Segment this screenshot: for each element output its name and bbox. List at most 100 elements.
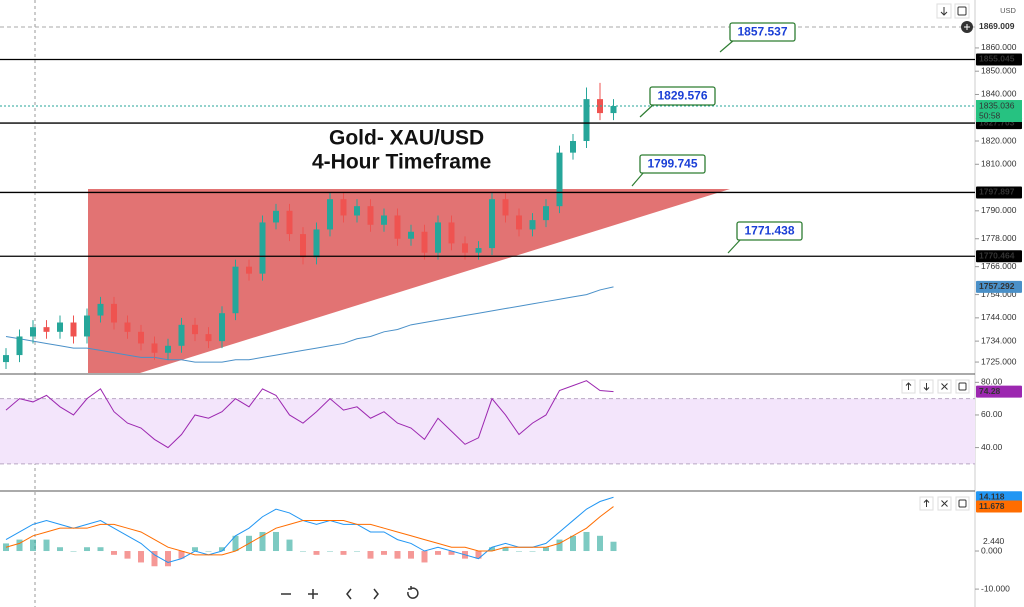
candle-body	[408, 231, 414, 239]
annotation-box	[639, 154, 706, 174]
candle-body	[583, 99, 590, 142]
histogram-bar	[313, 551, 320, 555]
button-maximize[interactable]	[955, 496, 970, 511]
histogram-bar	[421, 551, 428, 563]
candle-body	[151, 343, 158, 353]
histogram-bar	[435, 551, 441, 555]
button-maximize[interactable]	[955, 379, 970, 394]
annotation-arrow	[727, 238, 742, 254]
candle-body	[219, 313, 225, 342]
level-label-box	[976, 53, 1022, 66]
histogram-bar	[84, 547, 90, 552]
histogram-bar	[516, 551, 522, 552]
level-label: 1827.703	[979, 117, 1015, 127]
candle-body	[327, 199, 333, 230]
histogram-bar	[70, 551, 77, 552]
candle-body	[259, 222, 266, 274]
candle-body	[70, 322, 77, 337]
candle-body	[57, 322, 63, 332]
candle-body	[3, 355, 9, 363]
button-scroll-left[interactable]	[339, 584, 359, 604]
histogram-bar	[232, 535, 239, 552]
histogram-bar	[475, 551, 482, 559]
moving-average	[5, 286, 614, 363]
histogram-bar	[556, 539, 563, 552]
y-tick-label: 80.00	[981, 377, 1003, 387]
histogram-bar	[286, 539, 293, 552]
rsi-label-box	[976, 385, 1022, 398]
button-scroll-right[interactable]	[366, 584, 386, 604]
histogram-bar	[381, 551, 387, 555]
candle-body	[340, 199, 347, 216]
zoom-toolbar	[276, 584, 422, 604]
macd-line	[5, 506, 614, 556]
histogram-bar	[192, 547, 198, 552]
candle-body	[84, 315, 90, 337]
candle-body	[111, 303, 117, 323]
series-label: 14.118	[979, 492, 1005, 502]
candle-body	[43, 327, 50, 332]
button-maximize[interactable]	[954, 3, 970, 19]
ma-label: 1757.292	[979, 281, 1015, 291]
icon	[407, 586, 419, 599]
annotation: 1799.745	[647, 157, 697, 171]
y-tick-label: 1810.000	[981, 159, 1017, 169]
candle-body	[489, 199, 495, 249]
candle-body	[502, 199, 509, 216]
candle-body	[273, 210, 279, 223]
candle-body	[556, 152, 563, 207]
histogram-bar	[165, 551, 171, 567]
annotation-arrow	[719, 39, 735, 53]
y-tick-label: 1790.000	[981, 205, 1017, 215]
histogram-bar	[219, 547, 225, 552]
chart-subtitle: 4-Hour Timeframe	[312, 151, 491, 174]
icon	[941, 383, 948, 390]
y-tick-label: -10.000	[981, 583, 1010, 593]
candle-body	[286, 210, 293, 235]
rsi-line	[5, 380, 614, 449]
histogram-bar	[448, 551, 455, 555]
candle-body	[178, 324, 185, 346]
histogram-bar	[205, 551, 212, 552]
y-tick-label: 1766.000	[981, 261, 1017, 271]
histogram-bar	[394, 551, 401, 559]
icon	[957, 6, 967, 16]
y-tick-label: 1850.000	[981, 65, 1017, 75]
histogram-bar	[327, 551, 333, 552]
price-label-box	[976, 100, 1022, 123]
candle-body	[421, 231, 428, 253]
candle-body	[448, 222, 455, 244]
annotation-arrow	[639, 103, 655, 118]
countdown: 50:58	[979, 110, 1001, 120]
histogram-bar	[178, 551, 185, 559]
candle-body	[205, 334, 212, 342]
high-marker-label-box	[976, 20, 1022, 33]
histogram-bar	[300, 551, 306, 552]
icon	[346, 588, 352, 600]
icon	[940, 7, 948, 16]
histogram-bar	[543, 547, 549, 552]
histogram-bar	[489, 547, 495, 552]
histogram-bar	[138, 551, 144, 563]
candle-body	[367, 206, 374, 225]
high-marker-label: 1869.009	[979, 21, 1015, 31]
annotation: 1829.576	[657, 89, 707, 103]
button-reset[interactable]	[402, 584, 422, 604]
price-label: 1835.036	[979, 100, 1015, 110]
histogram-bar	[597, 535, 603, 552]
series-label: 11.678	[979, 501, 1005, 511]
level-label-box	[976, 186, 1022, 199]
candle-body	[16, 336, 23, 356]
icon	[373, 588, 379, 600]
histogram-bar	[340, 551, 347, 555]
candle-body	[394, 215, 401, 239]
price-pane: 1725.000 1734.000 1744.000 1754.000 1766.000…	[0, 20, 1022, 370]
histogram-bar	[97, 547, 104, 552]
histogram-bar	[354, 551, 360, 552]
annotation: 1771.438	[744, 224, 794, 238]
candle-body	[138, 331, 144, 344]
level-label-box	[976, 250, 1022, 263]
